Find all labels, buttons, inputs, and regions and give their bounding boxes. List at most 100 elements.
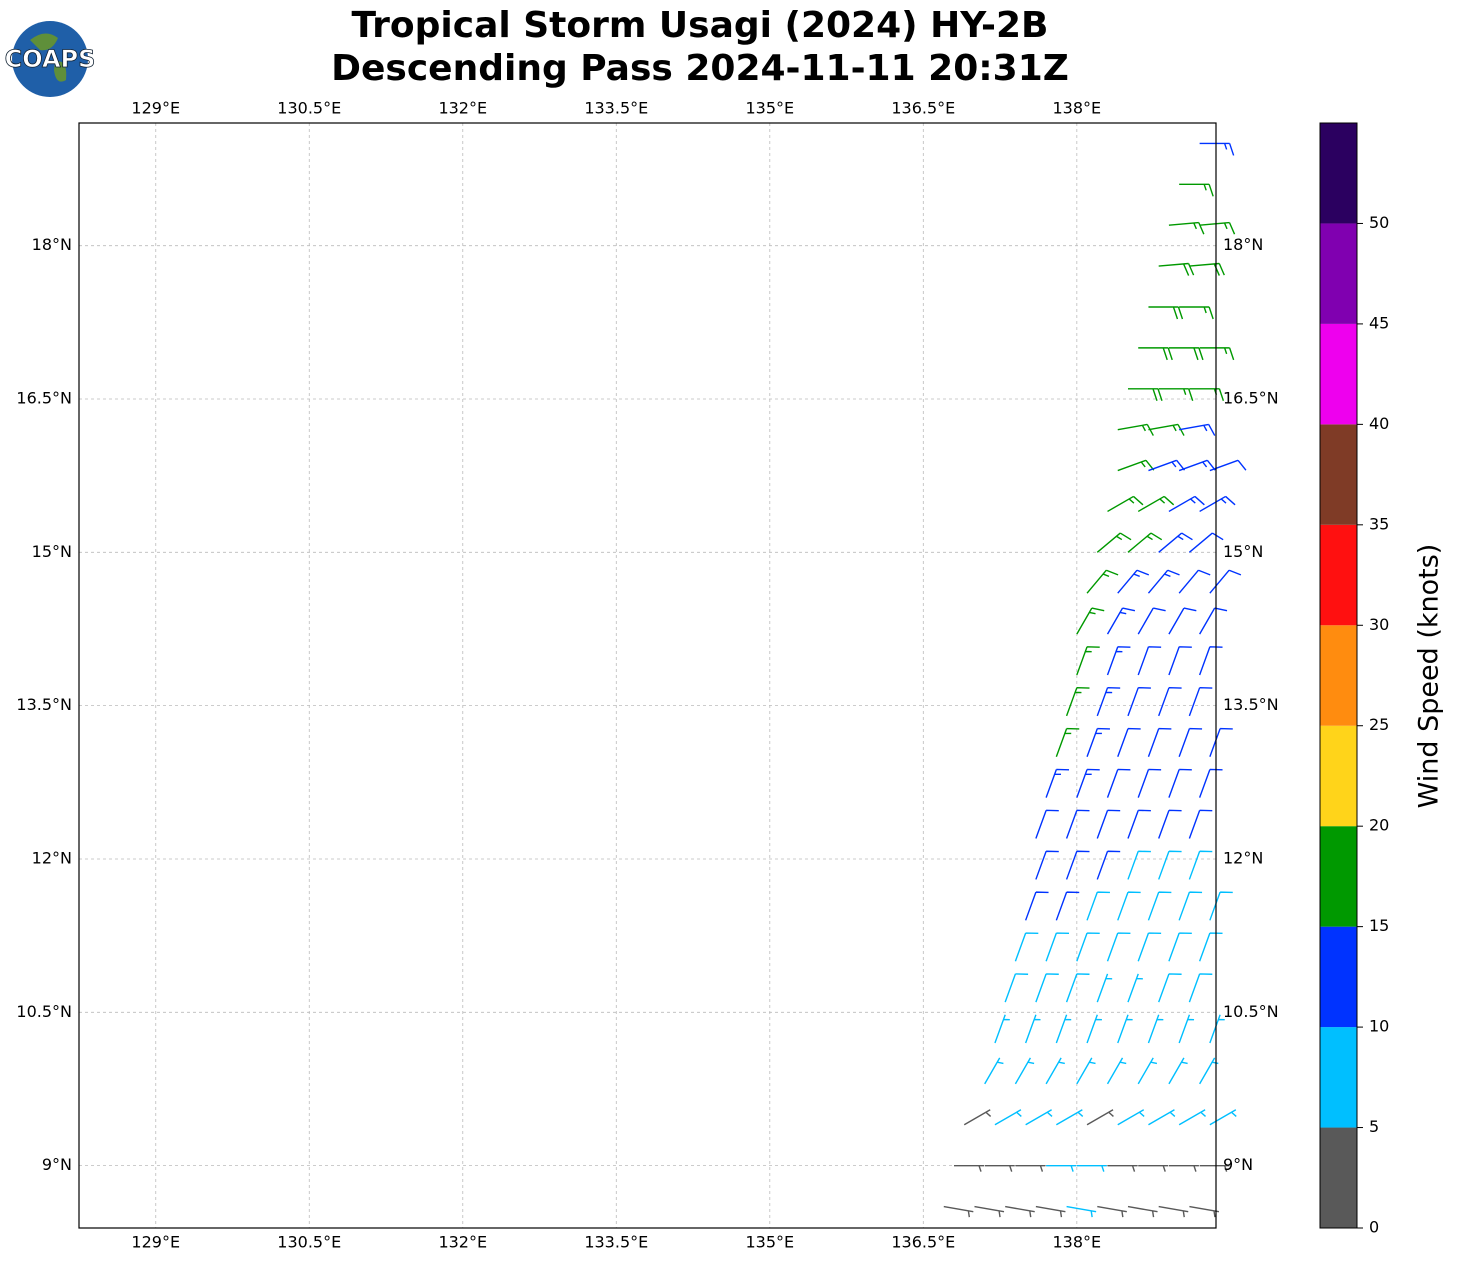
wind-barb xyxy=(1198,768,1223,798)
y-tick-label: 10.5°N xyxy=(16,1002,72,1021)
wind-barb xyxy=(1076,1164,1107,1172)
wind-barb xyxy=(1148,423,1185,436)
wind-barb xyxy=(954,1164,985,1172)
wind-barb xyxy=(1168,646,1192,676)
wind-barb xyxy=(1179,183,1214,197)
wind-barb xyxy=(1199,495,1236,513)
wind-barb xyxy=(1014,932,1039,962)
wind-barb xyxy=(1035,973,1059,1003)
plot-frame xyxy=(78,122,1217,1229)
y-tick-label: 16.5°N xyxy=(16,388,72,407)
wind-barb xyxy=(1117,569,1150,594)
wind-barb xyxy=(1148,459,1186,472)
wind-barb xyxy=(1137,646,1162,676)
wind-barb xyxy=(1065,973,1090,1003)
wind-barb xyxy=(1158,809,1182,839)
wind-barb xyxy=(1046,1164,1077,1172)
colorbar-bin xyxy=(1320,123,1357,224)
wind-barb xyxy=(1168,607,1197,635)
wind-barb xyxy=(1096,973,1113,1003)
y-tick-label: 15°N xyxy=(32,542,72,561)
colorbar-frame xyxy=(1319,122,1358,1229)
wind-barb xyxy=(1076,646,1100,676)
colorbar-bin xyxy=(1320,625,1357,726)
colorbar-bin xyxy=(1320,323,1357,425)
colorbar-tick-label: 15 xyxy=(1369,916,1389,935)
wind-barb xyxy=(1025,1109,1053,1126)
wind-barb xyxy=(1066,1205,1097,1218)
x-tick-label: 132°E xyxy=(438,99,487,118)
chart-subtitle: Descending Pass 2024-11-11 20:31Z xyxy=(331,48,1069,89)
wind-barb xyxy=(1024,1014,1041,1044)
wind-barb xyxy=(1168,347,1204,361)
colorbar-tick-label: 50 xyxy=(1369,213,1389,232)
x-tick-label: 133.5°E xyxy=(584,99,648,118)
wind-barb xyxy=(1188,850,1213,880)
wind-barb xyxy=(1127,973,1143,1003)
wind-barb xyxy=(1199,607,1228,635)
y-tick-label: 16.5°N xyxy=(1223,388,1279,407)
y-tick-label: 10.5°N xyxy=(1223,1002,1279,1021)
wind-barb xyxy=(1168,932,1192,962)
wind-barb xyxy=(1127,850,1151,880)
plot-area xyxy=(79,123,1247,1228)
wind-barb xyxy=(1106,1057,1127,1085)
wind-barb xyxy=(1076,768,1100,798)
wind-barb xyxy=(1096,809,1121,839)
wind-barb xyxy=(1188,973,1213,1003)
wind-barb xyxy=(1065,809,1090,839)
colorbar-bin xyxy=(1320,424,1357,525)
wind-barb xyxy=(1179,306,1214,320)
wind-barb xyxy=(994,1109,1022,1126)
wind-barb xyxy=(1209,1109,1237,1126)
wind-barb xyxy=(1097,1205,1127,1218)
colorbar-bin xyxy=(1320,926,1357,1028)
wind-barb xyxy=(1117,423,1154,436)
wind-barb xyxy=(1117,891,1141,921)
wind-barb xyxy=(1005,1205,1035,1218)
wind-barb xyxy=(1147,569,1180,594)
wind-barb xyxy=(1127,809,1151,839)
wind-barb xyxy=(1015,1164,1046,1172)
wind-barb xyxy=(1178,891,1203,921)
colorbar-tick-label: 45 xyxy=(1369,313,1389,332)
wind-barb xyxy=(1168,768,1192,798)
wind-barb xyxy=(1127,532,1163,553)
wind-barb xyxy=(1035,1205,1066,1218)
wind-barb xyxy=(1096,686,1121,717)
y-tick-label: 18°N xyxy=(1223,235,1263,254)
wind-barb xyxy=(1076,607,1105,635)
wind-barb xyxy=(1086,727,1110,758)
x-tick-label: 132°E xyxy=(438,1233,487,1252)
colorbar-tick-label: 5 xyxy=(1369,1117,1379,1136)
wind-barb xyxy=(1024,891,1049,921)
wind-barb xyxy=(1209,459,1247,472)
colorbar-tick-label: 30 xyxy=(1369,615,1389,634)
wind-barb xyxy=(1117,1109,1145,1126)
y-tick-label: 12°N xyxy=(1223,848,1263,867)
wind-barb xyxy=(1158,973,1182,1003)
wind-barb xyxy=(1178,727,1203,758)
colorbar-bin xyxy=(1320,1027,1357,1128)
wind-barb xyxy=(1209,891,1233,921)
wind-barb xyxy=(1065,686,1090,717)
wind-barb xyxy=(1158,850,1182,880)
wind-barb xyxy=(1178,1109,1207,1126)
y-tick-label: 9°N xyxy=(42,1155,72,1174)
wind-barb xyxy=(963,1109,992,1126)
wind-barb xyxy=(1209,569,1242,594)
wind-barb xyxy=(984,1057,1004,1085)
colorbar-tick-label: 0 xyxy=(1369,1218,1379,1237)
logo-land xyxy=(30,33,67,82)
colorbar-bin xyxy=(1320,725,1357,827)
wind-barb xyxy=(1178,1014,1195,1044)
wind-barb xyxy=(1168,221,1205,235)
x-tick-label: 130.5°E xyxy=(277,1233,341,1252)
wind-barb xyxy=(1199,347,1235,361)
wind-barb xyxy=(994,1014,1010,1044)
colorbar-bin xyxy=(1320,524,1357,626)
logo-text: COAPS xyxy=(5,45,96,73)
wind-barb xyxy=(1137,1057,1158,1085)
wind-barb xyxy=(1117,1014,1133,1044)
